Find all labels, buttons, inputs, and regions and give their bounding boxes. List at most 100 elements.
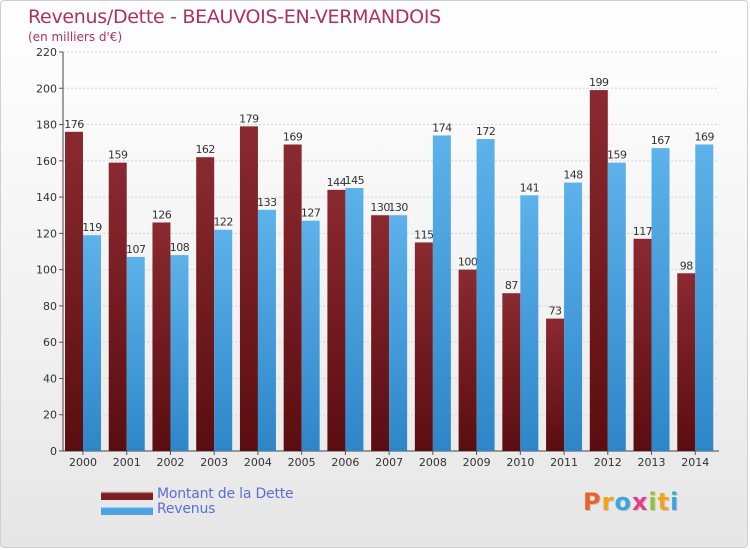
data-label-dette: 199 bbox=[589, 76, 609, 89]
y-tick-label: 140 bbox=[36, 191, 57, 204]
data-label-dette: 115 bbox=[414, 228, 434, 241]
bar-dette bbox=[502, 293, 521, 451]
data-label-revenus: 107 bbox=[126, 243, 146, 256]
data-label-revenus: 172 bbox=[476, 125, 496, 138]
bar-revenus bbox=[520, 195, 539, 451]
x-tick-label: 2003 bbox=[200, 456, 228, 469]
data-label-revenus: 148 bbox=[563, 169, 583, 182]
data-label-dette: 179 bbox=[239, 112, 259, 125]
bar-dette bbox=[196, 157, 215, 451]
legend-swatch-dette bbox=[101, 491, 153, 500]
bar-dette bbox=[152, 222, 171, 451]
y-tick-label: 200 bbox=[36, 82, 57, 95]
y-tick-label: 100 bbox=[36, 264, 57, 277]
y-tick-label: 20 bbox=[43, 409, 57, 422]
bar-revenus bbox=[476, 139, 495, 451]
legend-label-revenus: Revenus bbox=[157, 501, 216, 517]
data-label-revenus: 169 bbox=[695, 130, 715, 143]
bar-revenus bbox=[345, 188, 364, 452]
data-label-dette: 126 bbox=[152, 208, 172, 221]
bar-dette bbox=[283, 144, 302, 451]
logo-letter: o bbox=[614, 488, 632, 516]
bar-revenus bbox=[651, 148, 670, 451]
data-label-revenus: 127 bbox=[301, 207, 321, 220]
data-label-dette: 130 bbox=[370, 201, 390, 214]
data-label-dette: 73 bbox=[549, 305, 562, 318]
data-label-dette: 159 bbox=[108, 149, 128, 162]
data-label-dette: 100 bbox=[458, 256, 478, 269]
data-label-revenus: 141 bbox=[520, 181, 540, 194]
logo-letter: P bbox=[583, 488, 602, 516]
data-label-dette: 169 bbox=[283, 130, 303, 143]
bar-dette bbox=[239, 126, 258, 451]
bar-revenus bbox=[607, 162, 626, 451]
x-tick-label: 2010 bbox=[506, 456, 534, 469]
bar-dette bbox=[677, 273, 696, 451]
bar-revenus bbox=[83, 235, 101, 451]
y-tick-label: 120 bbox=[36, 227, 57, 240]
data-label-revenus: 159 bbox=[607, 149, 627, 162]
data-label-dette: 98 bbox=[680, 259, 693, 272]
legend-swatch-revenus bbox=[101, 506, 153, 515]
bar-revenus bbox=[126, 256, 145, 451]
data-label-dette: 144 bbox=[327, 176, 347, 189]
data-label-dette: 87 bbox=[505, 279, 518, 292]
y-tick-label: 0 bbox=[50, 445, 57, 458]
bar-dette bbox=[327, 189, 346, 451]
x-tick-label: 2006 bbox=[331, 456, 359, 469]
data-label-revenus: 122 bbox=[213, 216, 233, 229]
x-tick-label: 2008 bbox=[419, 456, 447, 469]
proxiti-logo: Proxiti bbox=[583, 488, 679, 516]
logo-letter: x bbox=[631, 488, 649, 516]
bar-revenus bbox=[432, 135, 451, 451]
x-tick-label: 2011 bbox=[550, 456, 578, 469]
logo-letter: r bbox=[601, 488, 615, 516]
bar-revenus bbox=[695, 144, 714, 451]
bar-revenus bbox=[214, 229, 233, 451]
bar-revenus bbox=[301, 220, 320, 451]
data-label-revenus: 145 bbox=[345, 174, 365, 187]
data-label-dette: 117 bbox=[633, 225, 653, 238]
data-label-revenus: 119 bbox=[82, 221, 102, 234]
x-tick-label: 2009 bbox=[463, 456, 491, 469]
bar-dette bbox=[108, 162, 127, 451]
y-tick-label: 160 bbox=[36, 155, 57, 168]
y-tick-label: 220 bbox=[36, 46, 57, 59]
bar-revenus bbox=[170, 255, 189, 451]
bar-dette bbox=[414, 242, 433, 451]
data-label-revenus: 130 bbox=[388, 201, 408, 214]
x-tick-label: 2002 bbox=[156, 456, 184, 469]
x-tick-label: 2000 bbox=[69, 456, 97, 469]
bar-dette bbox=[546, 318, 565, 451]
x-tick-label: 2013 bbox=[638, 456, 666, 469]
data-label-revenus: 133 bbox=[257, 196, 277, 209]
logo-letter: i bbox=[670, 488, 680, 516]
data-label-dette: 176 bbox=[64, 118, 84, 131]
logo-letter: t bbox=[657, 488, 671, 516]
data-label-dette: 162 bbox=[195, 143, 215, 156]
chart-subtitle: (en milliers d'€) bbox=[28, 30, 123, 44]
bar-dette bbox=[633, 238, 652, 451]
data-label-revenus: 167 bbox=[651, 134, 671, 147]
y-tick-label: 180 bbox=[36, 119, 57, 132]
x-tick-label: 2005 bbox=[288, 456, 316, 469]
bar-revenus bbox=[564, 182, 583, 451]
x-tick-label: 2004 bbox=[244, 456, 272, 469]
legend-label-dette: Montant de la Dette bbox=[157, 486, 294, 502]
data-label-revenus: 174 bbox=[432, 121, 452, 134]
data-label-revenus: 108 bbox=[170, 241, 190, 254]
x-tick-label: 2007 bbox=[375, 456, 403, 469]
y-tick-label: 80 bbox=[43, 300, 57, 313]
y-tick-label: 60 bbox=[43, 336, 57, 349]
x-tick-label: 2012 bbox=[594, 456, 622, 469]
logo-letter: i bbox=[648, 488, 658, 516]
y-tick-label: 40 bbox=[43, 372, 57, 385]
bar-dette bbox=[371, 215, 390, 451]
bar-revenus bbox=[257, 209, 276, 451]
bar-dette bbox=[458, 269, 477, 451]
bar-revenus bbox=[389, 215, 408, 451]
bar-dette bbox=[65, 131, 83, 452]
chart-title: Revenus/Dette - BEAUVOIS-EN-VERMANDOIS bbox=[28, 6, 441, 28]
